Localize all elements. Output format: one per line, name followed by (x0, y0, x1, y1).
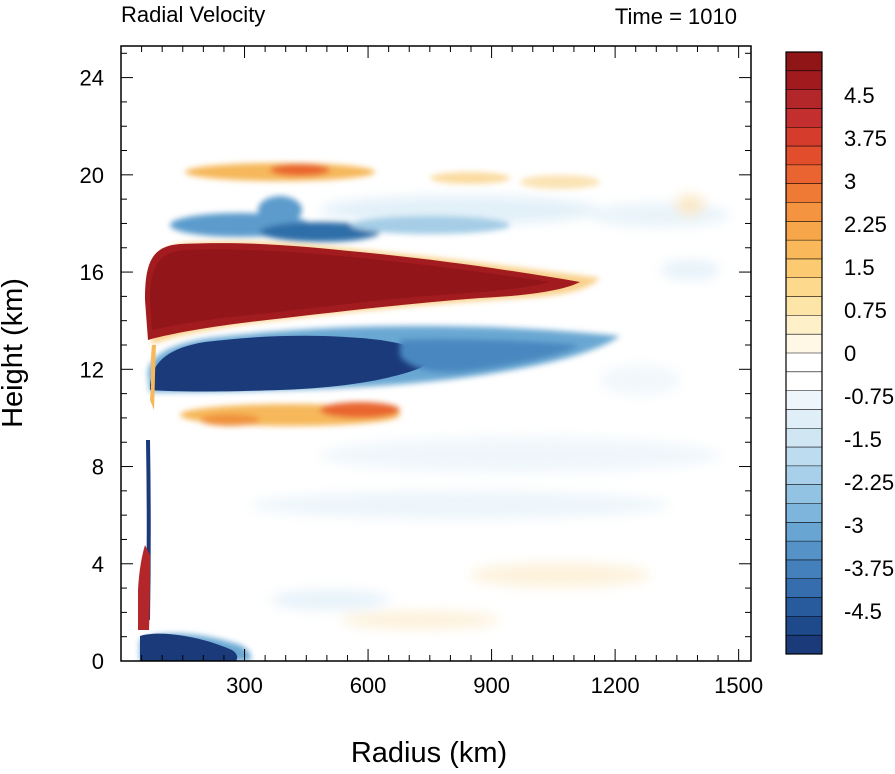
y-axis: 0 4 8 12 16 20 24 (80, 52, 751, 674)
y-tick-label: 4 (92, 552, 104, 577)
plot-frame (120, 45, 752, 662)
colorbar-label: -3 (844, 513, 864, 538)
colorbar-frame (785, 51, 823, 655)
title-left: Radial Velocity (121, 2, 265, 27)
colorbar-swatch (786, 70, 822, 91)
colorbar-swatch (786, 183, 822, 203)
colorbar-swatch (786, 240, 822, 260)
colorbar-swatch (786, 127, 822, 147)
colorbar-swatch (786, 522, 822, 542)
colorbar-swatch (786, 635, 822, 655)
upper-outflow (145, 241, 600, 345)
colorbar-swatch (786, 390, 822, 410)
colorbar-label: -3.75 (844, 556, 894, 581)
colorbar-swatch (786, 541, 822, 561)
colorbar-label: -4.5 (844, 599, 882, 624)
colorbar-swatch (786, 52, 822, 72)
colorbar: 4.5 3.75 3 2.25 1.5 0.75 0 -0.75 -1.5 -2.25 -3 -3.7… (785, 51, 894, 655)
colorbar-swatch (786, 578, 822, 598)
colorbar-label: -1.5 (844, 427, 882, 452)
colorbar-label: 1.5 (844, 255, 875, 280)
y-tick-label: 0 (92, 649, 104, 674)
x-axis-label: Radius (km) (351, 737, 507, 769)
colorbar-swatch (786, 108, 822, 128)
colorbar-swatch (786, 409, 822, 429)
boundary-inflow (140, 633, 251, 661)
colorbar-swatch (786, 559, 822, 580)
colorbar-label: -0.75 (844, 384, 894, 409)
secondary-outflow (180, 402, 400, 426)
colorbar-swatch (786, 447, 822, 467)
colorbar-swatch (786, 503, 822, 523)
colorbar-swatch (786, 89, 822, 109)
colorbar-label: 0.75 (844, 298, 887, 323)
colorbar-swatch (786, 484, 822, 504)
colorbar-swatch (786, 334, 822, 354)
background-noise (250, 195, 730, 628)
colorbar-label: 3 (844, 169, 856, 194)
x-tick-label: 900 (473, 673, 510, 698)
colorbar-swatch (786, 371, 822, 392)
upper-inflow (170, 196, 510, 242)
colorbar-label: 2.25 (844, 212, 887, 237)
colorbar-swatch (786, 353, 822, 373)
title-right: Time = 1010 (615, 4, 737, 29)
y-tick-label: 24 (80, 66, 104, 91)
colorbar-swatch (786, 465, 822, 486)
colorbar-label: 0 (844, 341, 856, 366)
x-tick-label: 1200 (591, 673, 640, 698)
colorbar-swatch (786, 277, 822, 297)
x-tick-label: 300 (226, 673, 263, 698)
colorbar-swatch (786, 296, 822, 316)
colorbar-swatch (786, 258, 822, 279)
colorbar-swatch (786, 146, 822, 166)
colorbar-swatch (786, 428, 822, 448)
x-tick-label: 600 (350, 673, 387, 698)
mid-inflow (148, 326, 620, 392)
colorbar-swatch (786, 164, 822, 185)
y-tick-label: 12 (80, 357, 104, 382)
colorbar-swatch (786, 315, 822, 335)
tropopause-outflow (185, 163, 600, 189)
colorbar-label: 3.75 (844, 126, 887, 151)
colorbar-swatch (786, 597, 822, 617)
eyewall-column (138, 345, 156, 630)
x-axis: 300 600 900 1200 1500 (141, 46, 763, 698)
y-tick-label: 16 (80, 260, 104, 285)
colorbar-swatch (786, 616, 822, 636)
colorbar-swatch (786, 221, 822, 241)
colorbar-label: -2.25 (844, 470, 894, 495)
y-tick-label: 8 (92, 455, 104, 480)
y-tick-label: 20 (80, 163, 104, 188)
velocity-field (138, 163, 730, 661)
y-axis-label: Height (km) (0, 278, 29, 428)
colorbar-label: 4.5 (844, 83, 875, 108)
x-tick-label: 1500 (714, 673, 763, 698)
colorbar-swatch (786, 202, 822, 222)
